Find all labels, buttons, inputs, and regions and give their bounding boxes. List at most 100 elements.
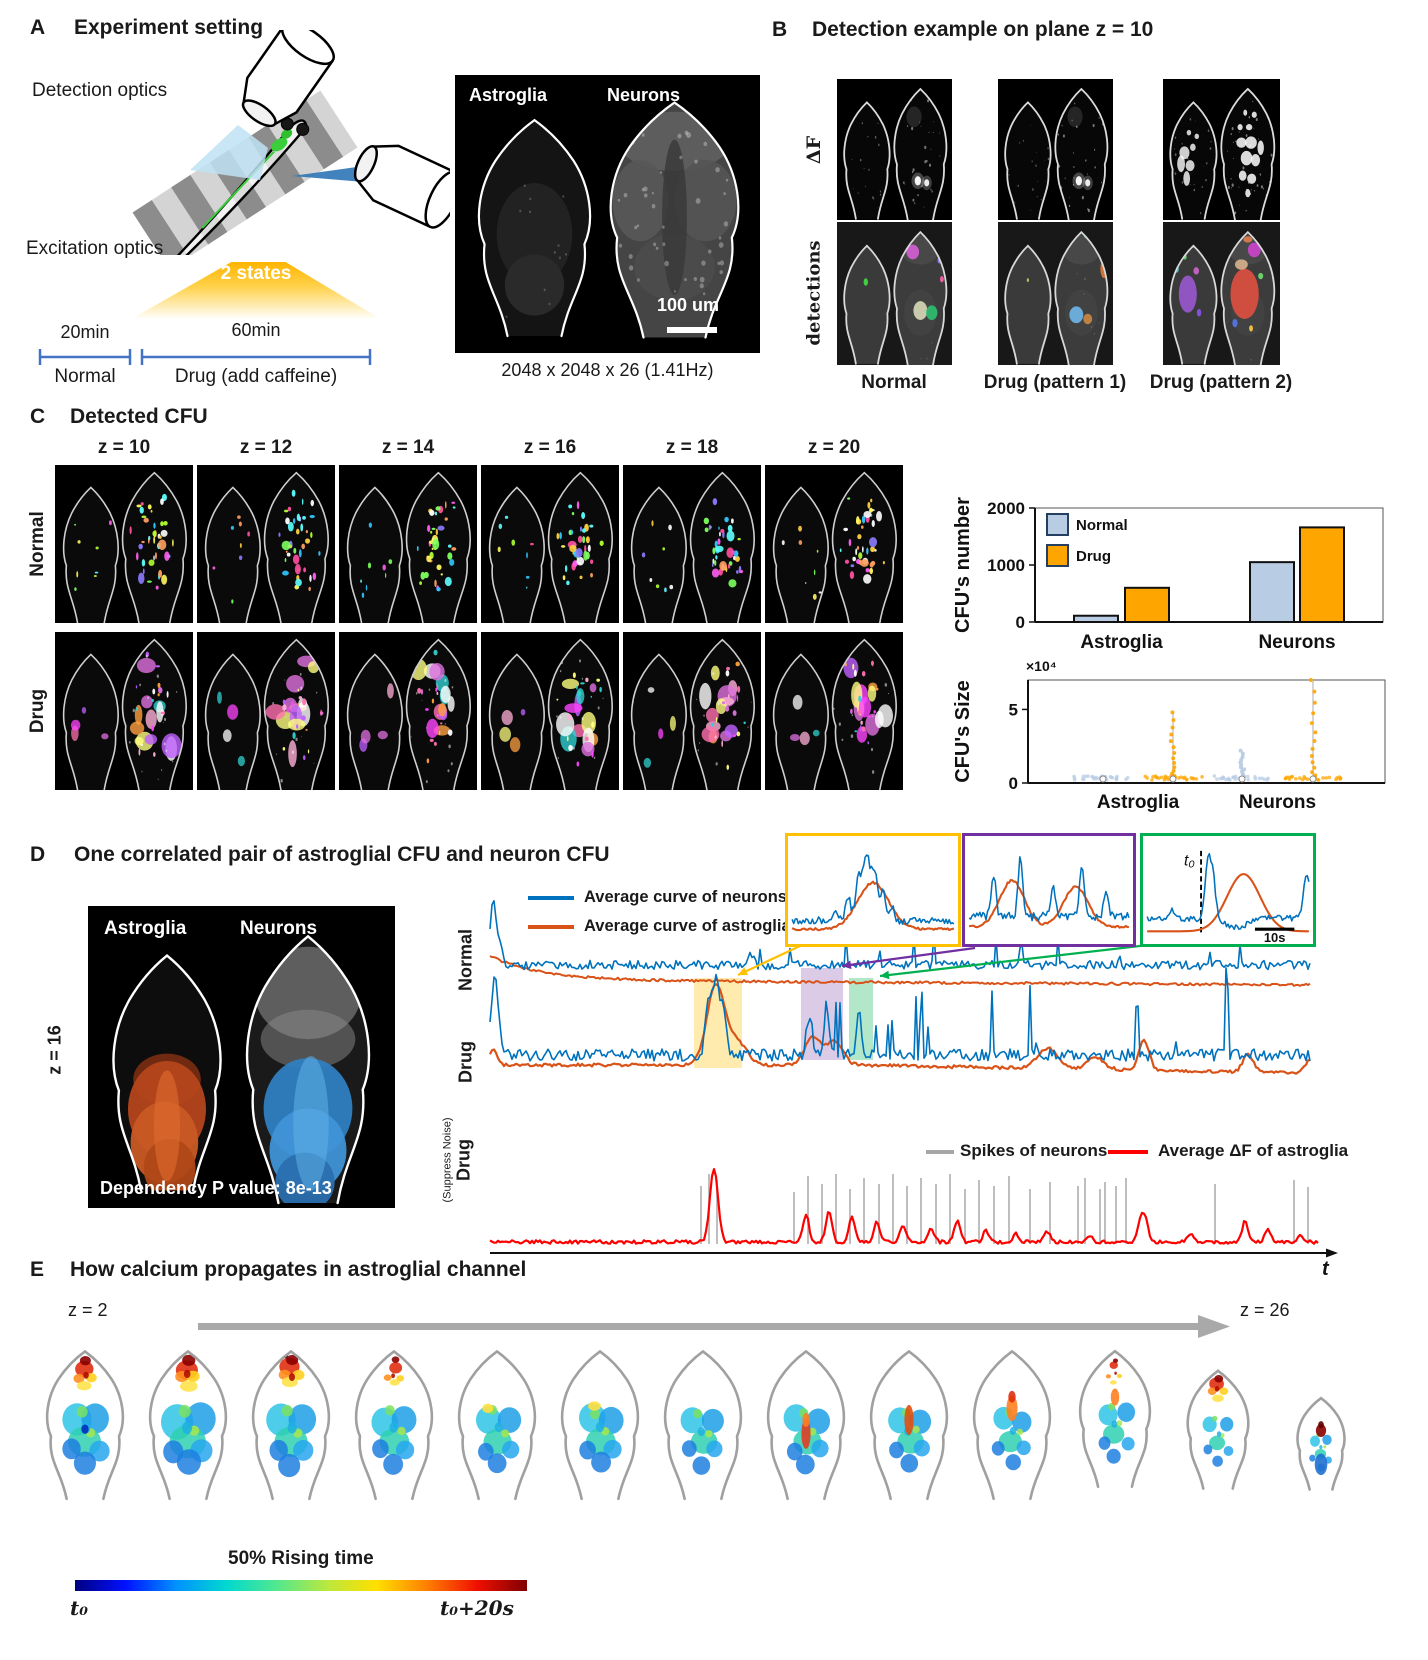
- cfu-drug-z14-canvas: [339, 632, 477, 790]
- size-group-astroglia-normal: [1072, 774, 1130, 783]
- x-category-label: Astroglia: [1097, 792, 1180, 813]
- size-group-neurons-normal: [1212, 748, 1270, 783]
- bar-normal-neurons: [1249, 561, 1295, 623]
- panel-e-title: How calcium propagates in astroglial cha…: [70, 1258, 527, 1281]
- cfu-drug-z10-canvas: [55, 632, 193, 790]
- cfu-number-chart: 0 1000 2000 Astroglia Neurons Normal Drug CFU's…: [952, 497, 1384, 653]
- two-states-wedge: 2 states: [133, 262, 379, 318]
- colorbar-right-label: t₀+20s: [440, 1596, 514, 1620]
- det-image-drug1: [998, 222, 1113, 365]
- cfu-image: [765, 632, 903, 790]
- y-axis-tick: 1000: [987, 556, 1025, 575]
- panel-b-label: B: [772, 18, 788, 41]
- z-label-12: z = 12: [239, 437, 293, 458]
- z-slice-image-2: [138, 1342, 238, 1507]
- col-label-normal: Normal: [861, 372, 927, 393]
- z-slice-image-10: [962, 1342, 1062, 1507]
- z-label-18: z = 18: [665, 437, 719, 458]
- det-image-normal: [837, 222, 952, 365]
- inset-scalebar-label: 10s: [1264, 930, 1286, 944]
- cfu-normal-z20-canvas: [765, 465, 903, 623]
- cfu-drug-z16-canvas: [481, 632, 619, 790]
- cfu-normal-z14-canvas: [339, 465, 477, 623]
- z-slice-image-7: [653, 1342, 753, 1507]
- z-slice-image-13: [1271, 1342, 1371, 1507]
- df-image-drug2: [1163, 79, 1280, 220]
- cfu-row-label-drug: Drug: [27, 688, 48, 734]
- df-row-label: ΔF: [803, 135, 825, 165]
- cfu-image: [623, 632, 761, 790]
- two-states-label: 2 states: [220, 263, 292, 284]
- cfu-image: [481, 465, 619, 623]
- z-slice-image-6: [550, 1342, 650, 1507]
- z-label-20: z = 20: [807, 437, 861, 458]
- cfu-image: [339, 632, 477, 790]
- overview-image: Astroglia Neurons 100 um: [455, 75, 760, 353]
- astroglia-label: Astroglia: [104, 918, 187, 939]
- y-axis-multiplier: ×10⁴: [1026, 658, 1057, 674]
- y-axis-tick: 0: [1016, 613, 1025, 632]
- legend-line-neurons: [528, 896, 574, 900]
- cfu-image: [197, 465, 335, 623]
- trace-plots: t: [489, 900, 1338, 1278]
- z-slice-image-3: [241, 1342, 341, 1507]
- detection-optics-label: Detection optics: [32, 80, 168, 101]
- astroglia-label: Astroglia: [469, 85, 548, 105]
- colorbar-title: 50% Rising time: [228, 1548, 374, 1569]
- z-slice-image-11: [1065, 1342, 1165, 1507]
- size-group-astroglia-drug: [1143, 710, 1204, 783]
- neurons-label: Neurons: [240, 918, 318, 939]
- df-image-drug1-canvas: [998, 79, 1113, 220]
- normal-duration-bracket: [38, 349, 132, 365]
- neurons-label: Neurons: [607, 85, 681, 105]
- legend-line-avg-df: [1108, 1150, 1148, 1154]
- panel-c-title: Detected CFU: [70, 405, 208, 428]
- x-category-label: Neurons: [1239, 792, 1316, 813]
- drug-duration-bracket: [140, 349, 372, 365]
- z-end-label: z = 26: [1240, 1300, 1290, 1320]
- y-axis-tick: 2000: [987, 499, 1025, 518]
- y-axis-tick: 0: [1009, 774, 1018, 793]
- cfu-drug-z18-canvas: [623, 632, 761, 790]
- trace-row-label-drug-sn-main: Drug: [453, 1139, 474, 1182]
- bar-drug-astroglia: [1124, 586, 1170, 624]
- drug-state-label: Drug (add caffeine): [174, 366, 338, 387]
- legend-label-neurons: Average curve of neurons: [584, 888, 787, 906]
- z-direction-arrow-icon: [198, 1315, 1230, 1338]
- legend-label-spikes: Spikes of neurons: [960, 1141, 1108, 1160]
- larva-icon: [172, 117, 310, 255]
- legend-line-astroglia: [528, 925, 574, 929]
- panel-e-label: E: [30, 1258, 45, 1281]
- acquisition-caption: 2048 x 2048 x 26 (1.41Hz): [501, 360, 714, 380]
- time-axis-label: t: [1322, 1258, 1330, 1278]
- legend-swatch-normal: [1046, 513, 1069, 536]
- z-label-10: z = 10: [97, 437, 151, 458]
- col-label-drug1: Drug (pattern 1): [983, 372, 1127, 393]
- inset-green-canvas: t₀ 10s: [1146, 850, 1310, 944]
- normal-state-label: Normal: [54, 366, 116, 387]
- size-group-neurons-drug: [1283, 678, 1343, 783]
- scalebar-label: 100 um: [657, 295, 720, 315]
- inset-yellow-canvas: [791, 854, 955, 932]
- cfu-normal-z18-canvas: [623, 465, 761, 623]
- x-category-label: Astroglia: [1080, 632, 1163, 653]
- legend-label-avg-df: Average ΔF of astroglia: [1158, 1141, 1349, 1160]
- cfu-drug-z20-canvas: [765, 632, 903, 790]
- z-label-14: z = 14: [381, 437, 435, 458]
- excitation-objective-icon: [353, 144, 450, 229]
- cfu-image: [55, 465, 193, 623]
- cfu-image: [197, 632, 335, 790]
- legend-label-astroglia: Average curve of astroglia: [584, 917, 791, 935]
- normal-duration-label: 20min: [60, 322, 110, 342]
- cfu-image: [623, 465, 761, 623]
- legend-swatch-drug: [1046, 544, 1069, 567]
- bar-normal-astroglia: [1073, 614, 1119, 623]
- panel-d-title: One correlated pair of astroglial CFU an…: [74, 843, 610, 866]
- trace-row-label-drug-sn: (Suppress Noise) Drug: [442, 1118, 475, 1203]
- cfu-image: [339, 465, 477, 623]
- cfu-drug-z12-canvas: [197, 632, 335, 790]
- excitation-beam-icon: [190, 125, 268, 180]
- det-image-drug2-canvas: [1163, 222, 1280, 365]
- inset-green: t₀ 10s: [1140, 833, 1316, 947]
